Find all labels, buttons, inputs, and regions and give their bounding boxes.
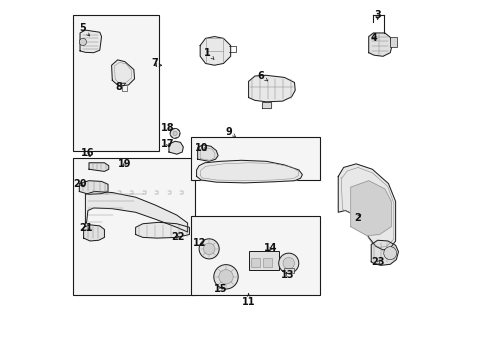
Bar bbox=[191, 216, 320, 295]
Text: 14: 14 bbox=[265, 243, 278, 253]
Polygon shape bbox=[136, 222, 190, 238]
Polygon shape bbox=[80, 30, 101, 53]
Circle shape bbox=[170, 129, 180, 138]
Polygon shape bbox=[197, 145, 218, 161]
Text: 20: 20 bbox=[74, 179, 87, 189]
Polygon shape bbox=[368, 33, 392, 56]
Text: 16: 16 bbox=[80, 148, 94, 158]
Circle shape bbox=[384, 247, 397, 260]
Text: 18: 18 bbox=[161, 123, 175, 133]
Bar bbox=[263, 258, 272, 267]
Text: 12: 12 bbox=[193, 238, 207, 248]
Text: 7: 7 bbox=[151, 58, 158, 68]
Text: 3: 3 bbox=[374, 10, 381, 20]
Circle shape bbox=[214, 265, 238, 289]
Text: 10: 10 bbox=[195, 143, 209, 153]
Polygon shape bbox=[371, 240, 398, 265]
Bar bbox=[73, 15, 159, 151]
Polygon shape bbox=[89, 163, 109, 171]
Bar bbox=[191, 137, 320, 180]
Circle shape bbox=[219, 270, 233, 284]
Text: 23: 23 bbox=[371, 257, 385, 267]
Text: 19: 19 bbox=[118, 159, 132, 169]
Bar bbox=[248, 251, 279, 270]
Text: 22: 22 bbox=[171, 232, 185, 242]
Polygon shape bbox=[84, 225, 104, 241]
Polygon shape bbox=[112, 60, 135, 86]
Text: 11: 11 bbox=[242, 294, 255, 307]
Circle shape bbox=[199, 239, 219, 259]
Text: 17: 17 bbox=[161, 139, 174, 149]
Text: 9: 9 bbox=[225, 127, 235, 136]
Text: 6: 6 bbox=[258, 71, 268, 81]
Bar bbox=[251, 258, 260, 267]
Bar bbox=[284, 267, 294, 273]
Text: 1: 1 bbox=[204, 48, 214, 59]
Text: 2: 2 bbox=[355, 213, 361, 222]
Circle shape bbox=[279, 253, 299, 273]
Polygon shape bbox=[351, 181, 392, 235]
Polygon shape bbox=[85, 192, 188, 232]
Polygon shape bbox=[169, 141, 183, 154]
Text: 21: 21 bbox=[80, 224, 93, 233]
Text: 4: 4 bbox=[371, 33, 377, 43]
Text: 8: 8 bbox=[115, 82, 125, 92]
Polygon shape bbox=[196, 160, 302, 183]
Text: 5: 5 bbox=[79, 23, 90, 36]
Polygon shape bbox=[338, 164, 395, 250]
Text: 13: 13 bbox=[281, 270, 295, 280]
Bar bbox=[390, 37, 397, 47]
Circle shape bbox=[283, 257, 294, 269]
Text: 15: 15 bbox=[214, 284, 227, 294]
Polygon shape bbox=[248, 75, 295, 102]
Polygon shape bbox=[200, 37, 231, 65]
Polygon shape bbox=[262, 102, 271, 108]
Polygon shape bbox=[79, 181, 108, 194]
Circle shape bbox=[173, 131, 177, 135]
Bar bbox=[73, 158, 195, 295]
Circle shape bbox=[79, 39, 87, 45]
Circle shape bbox=[203, 243, 215, 255]
